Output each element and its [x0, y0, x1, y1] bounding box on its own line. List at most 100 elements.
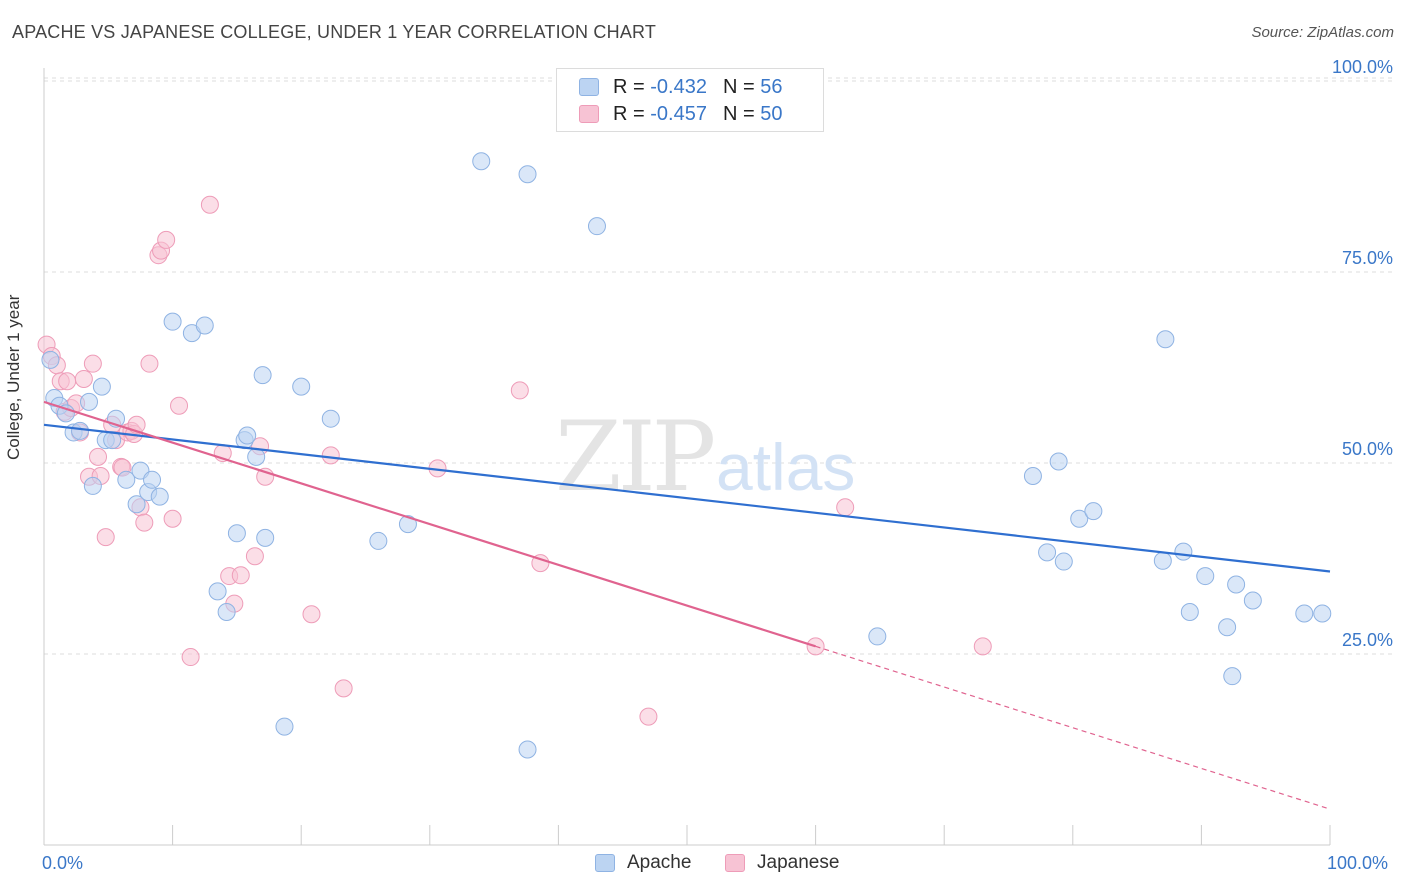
japanese-point: [83, 354, 102, 373]
apache-point: [127, 495, 146, 514]
japanese-trend-line: [43, 400, 816, 648]
trend-lines: [43, 400, 1331, 810]
apache-point: [41, 350, 60, 369]
legend-item-japanese: Japanese: [725, 852, 839, 874]
japanese-point: [163, 509, 182, 528]
apache-r-value: -0.432: [650, 75, 707, 98]
japanese-point: [89, 447, 108, 466]
apache-point: [868, 627, 887, 646]
japanese-swatch: [579, 105, 599, 123]
axes: [43, 68, 1331, 846]
japanese-n-value: 50: [760, 102, 783, 125]
apache-point: [92, 377, 111, 396]
apache-point: [117, 470, 136, 489]
apache-point: [587, 217, 606, 236]
apache-point: [1070, 509, 1089, 528]
correlation-legend: R = -0.432 N = 56 R = -0.457 N = 50: [556, 68, 824, 132]
japanese-point: [157, 230, 176, 249]
apache-point: [256, 528, 275, 547]
apache-point: [253, 366, 272, 385]
japanese-point: [181, 648, 200, 667]
y-tick-label: 25.0%: [1342, 630, 1393, 650]
apache-point: [1243, 591, 1262, 610]
apache-point: [143, 470, 162, 489]
apache-point: [1218, 618, 1237, 637]
apache-point: [1084, 502, 1103, 521]
apache-swatch: [579, 78, 599, 96]
apache-point: [80, 392, 99, 411]
apache-point: [1049, 452, 1068, 471]
y-tick-label: 50.0%: [1342, 439, 1393, 459]
apache-point: [1313, 604, 1332, 623]
source-label: Source: ZipAtlas.com: [1251, 24, 1394, 41]
japanese-point: [170, 396, 189, 415]
apache-point: [247, 447, 266, 466]
japanese-point: [510, 381, 529, 400]
japanese-legend-swatch: [725, 854, 745, 872]
apache-point: [472, 152, 491, 171]
japanese-point: [140, 354, 159, 373]
japanese-point: [836, 498, 855, 517]
apache-point: [71, 421, 90, 440]
apache-point: [369, 531, 388, 550]
apache-point: [275, 717, 294, 736]
y-tick-label: 100.0%: [1332, 57, 1393, 77]
japanese-point: [302, 605, 321, 624]
x-tick-max: 100.0%: [1327, 853, 1389, 873]
apache-point: [238, 426, 257, 445]
y-tick-labels: 25.0% 50.0% 75.0% 100.0%: [1332, 57, 1393, 650]
apache-point: [292, 377, 311, 396]
apache-point: [1156, 330, 1175, 349]
watermark: ZIP atlas: [555, 401, 855, 513]
apache-point: [518, 740, 537, 759]
apache-legend-label: Apache: [627, 852, 692, 873]
n-label: N =: [722, 75, 755, 98]
watermark-zip: ZIP: [555, 401, 714, 513]
apache-point: [208, 582, 227, 601]
apache-n-value: 56: [760, 75, 783, 98]
apache-point: [1295, 604, 1314, 623]
apache-point: [163, 312, 182, 331]
chart-title: APACHE VS JAPANESE COLLEGE, UNDER 1 YEAR…: [12, 22, 657, 42]
legend-row-apache: R = -0.432 N = 56: [579, 75, 782, 99]
japanese-point: [231, 566, 250, 585]
apache-point: [398, 515, 417, 534]
japanese-r-value: -0.457: [650, 102, 707, 125]
apache-point: [83, 476, 102, 495]
apache-point: [1174, 542, 1193, 561]
japanese-point: [96, 528, 115, 547]
r-label: R =: [613, 102, 645, 125]
apache-point: [1153, 551, 1172, 570]
apache-point: [1023, 466, 1042, 485]
japanese-point: [135, 513, 154, 532]
legend-row-japanese: R = -0.457 N = 50: [579, 102, 782, 126]
japanese-point: [639, 707, 658, 726]
japanese-point: [74, 369, 93, 388]
apache-point: [1196, 567, 1215, 586]
x-tick-min: 0.0%: [42, 853, 84, 873]
apache-trend-line: [43, 423, 1331, 573]
apache-point: [1227, 575, 1246, 594]
gridlines: [44, 77, 1392, 655]
apache-point: [518, 165, 537, 184]
r-label: R =: [613, 75, 645, 98]
n-label: N =: [722, 102, 755, 125]
japanese-trend-extension: [815, 645, 1331, 810]
japanese-legend-label: Japanese: [757, 852, 840, 873]
apache-point: [1180, 602, 1199, 621]
japanese-point: [321, 446, 340, 465]
japanese-point: [245, 547, 264, 566]
japanese-point: [973, 637, 992, 656]
japanese-point: [200, 195, 219, 214]
apache-point: [227, 524, 246, 543]
apache-point: [150, 487, 169, 506]
legend-item-apache: Apache: [595, 852, 691, 874]
japanese-point: [334, 679, 353, 698]
apache-point: [321, 409, 340, 428]
apache-point: [1054, 552, 1073, 571]
watermark-atlas: atlas: [716, 430, 855, 504]
apache-point: [195, 316, 214, 335]
apache-point: [1038, 543, 1057, 562]
apache-point: [1223, 667, 1242, 686]
